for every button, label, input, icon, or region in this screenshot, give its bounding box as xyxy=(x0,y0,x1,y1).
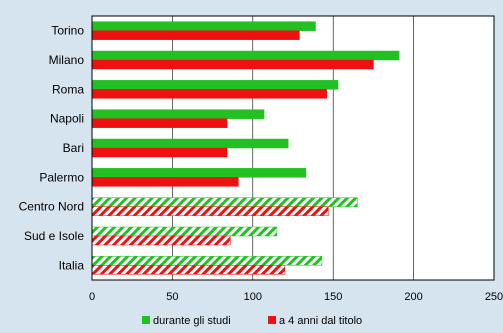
category-label: Italia xyxy=(59,258,85,272)
category-label: Milano xyxy=(49,53,85,67)
legend: durante gli studi a 4 anni dal titolo xyxy=(142,315,362,327)
x-tick-label: 250 xyxy=(485,291,503,303)
bar-durante-palermo xyxy=(91,168,307,178)
bar-durante-centro-nord xyxy=(91,197,358,207)
legend-swatch xyxy=(142,316,150,324)
bar-durante-napoli xyxy=(91,109,265,119)
bar-durante-sud-e-isole xyxy=(91,226,278,237)
bar-dopo-centro-nord xyxy=(91,206,329,216)
category-label: Torino xyxy=(51,24,84,38)
legend-swatch xyxy=(268,316,276,324)
bar-dopo-roma xyxy=(91,89,328,99)
bar-dopo-italia xyxy=(91,265,286,275)
category-label: Bari xyxy=(63,141,84,155)
x-tick-label: 150 xyxy=(324,291,342,303)
legend-label: durante gli studi xyxy=(153,315,231,327)
bar-dopo-milano xyxy=(91,59,374,70)
bar-durante-torino xyxy=(91,21,316,31)
bar-dopo-sud-e-isole xyxy=(91,235,231,246)
bar-dopo-torino xyxy=(91,30,300,40)
category-labels: Torino Milano Roma Napoli Bari Palermo Centro … xyxy=(19,24,85,273)
x-tick-label: 100 xyxy=(244,291,262,303)
category-label: Napoli xyxy=(50,112,84,126)
bar-durante-italia xyxy=(91,256,323,266)
bar-dopo-palermo xyxy=(91,177,239,187)
bar-durante-milano xyxy=(91,50,400,61)
category-label: Roma xyxy=(52,82,84,96)
bar-dopo-napoli xyxy=(91,118,228,128)
bar-durante-bari xyxy=(91,138,289,149)
x-tick-labels: 0 50 100 150 200 250 xyxy=(89,291,503,303)
category-label: Sud e Isole xyxy=(24,229,84,243)
x-tick-label: 0 xyxy=(89,291,95,303)
bar-durante-roma xyxy=(91,80,339,90)
bar-dopo-bari xyxy=(91,147,228,158)
x-tick-label: 200 xyxy=(404,291,422,303)
x-tick-label: 50 xyxy=(166,291,178,303)
plot-border xyxy=(91,15,495,281)
category-label: Palermo xyxy=(39,170,84,184)
category-label: Centro Nord xyxy=(19,200,84,214)
legend-label: a 4 anni dal titolo xyxy=(279,315,362,327)
